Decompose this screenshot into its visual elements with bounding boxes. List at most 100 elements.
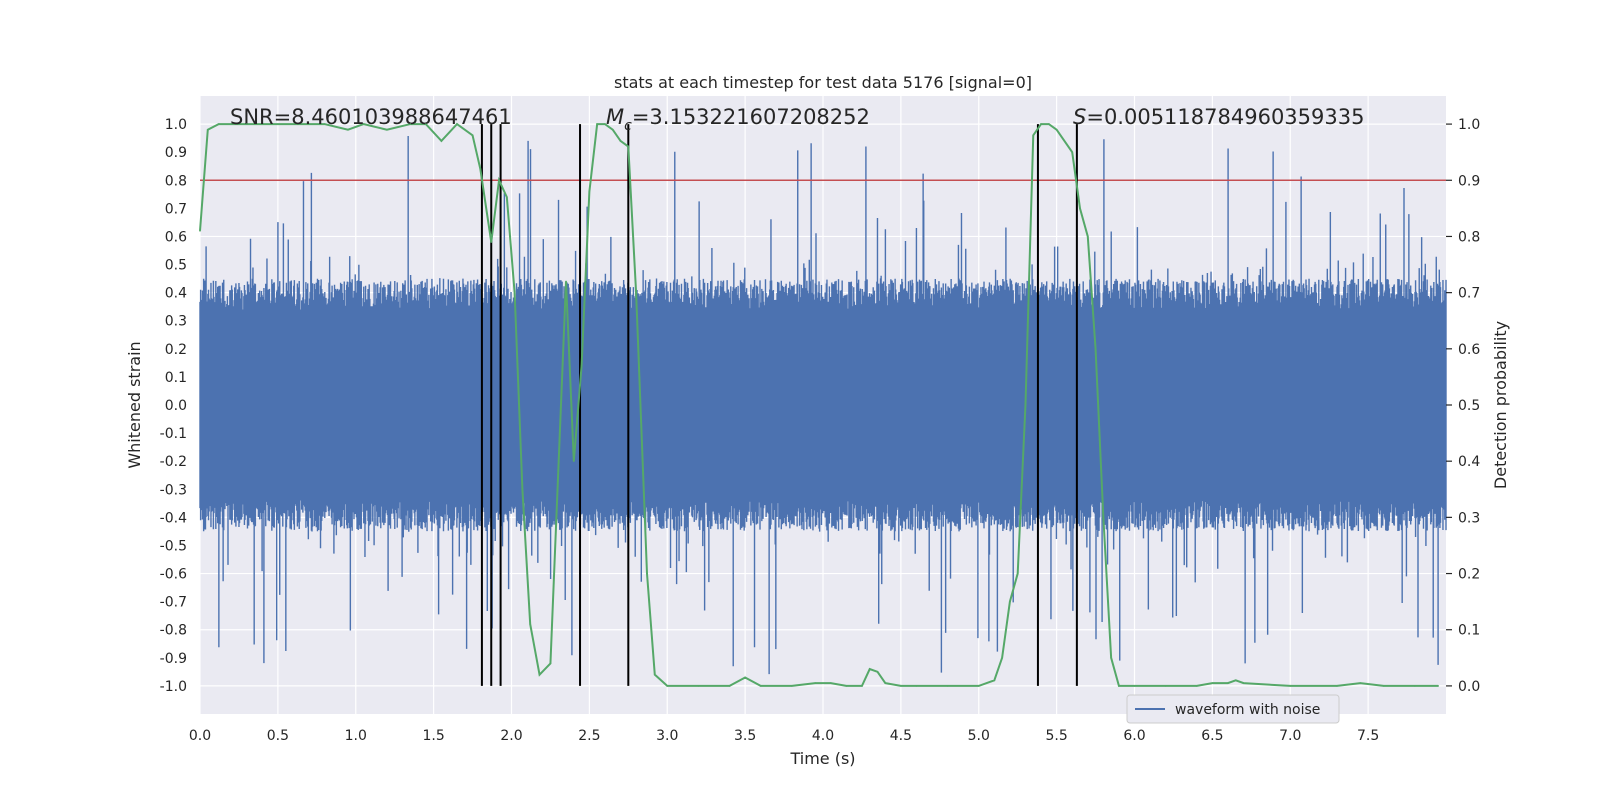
y-tick-label: 0.3 — [165, 314, 187, 330]
probability-point — [498, 179, 500, 182]
probability-point — [627, 145, 630, 148]
probability-point — [876, 671, 879, 673]
probability-point — [759, 685, 762, 687]
y-tick-label: 0.4 — [165, 286, 187, 302]
probability-point — [199, 230, 201, 232]
probability-point — [814, 682, 817, 684]
y-tick-label: 0.6 — [165, 229, 187, 245]
vertical-markers — [480, 124, 1078, 686]
probability-point — [456, 123, 458, 125]
right-tick-label: 0.6 — [1458, 342, 1480, 358]
probability-point — [646, 572, 648, 575]
probability-point — [791, 685, 793, 687]
probability-point — [1196, 685, 1198, 687]
probability-point — [1359, 682, 1362, 684]
probability-point — [1086, 235, 1089, 238]
x-tick-label: 4.0 — [812, 728, 834, 744]
probability-point — [653, 673, 656, 676]
right-tick-label: 0.8 — [1458, 229, 1480, 245]
probability-point — [1079, 207, 1081, 210]
y-tick-label: 1.0 — [165, 117, 187, 133]
probability-point — [521, 488, 524, 491]
probability-point — [915, 685, 918, 687]
probability-point — [1242, 682, 1245, 684]
probability-point — [845, 685, 848, 687]
chirp-mass-annotation: Mc=3.153221607208252 — [606, 105, 870, 134]
probability-point — [1164, 685, 1167, 687]
probability-series-line — [199, 122, 1439, 687]
waveform-series — [199, 136, 1447, 675]
x-axis-ticks: 0.0 0.5 1.0 1.5 2.0 2.5 3.0 3.5 4.0 4.5 5.0 5.5 6.0 6… — [189, 728, 1379, 744]
probability-point — [245, 123, 248, 125]
right-tick-label: 0.2 — [1458, 567, 1480, 583]
probability-point — [1336, 685, 1338, 687]
legend: waveform with noise — [1126, 694, 1340, 724]
probability-point — [409, 123, 412, 125]
y-tick-label: 0.8 — [165, 173, 187, 189]
probability-point — [529, 623, 531, 625]
probability-point — [884, 682, 887, 684]
right-axis-ticks: 0.0 0.1 0.2 0.3 0.4 0.5 0.6 0.7 0.8 0.9 1.0 — [1446, 117, 1480, 695]
y-tick-label: 0.0 — [165, 398, 187, 414]
probability-point — [1289, 685, 1292, 687]
x-tick-label: 1.0 — [345, 728, 367, 744]
x-tick-label: 3.0 — [656, 728, 678, 744]
x-tick-label: 6.0 — [1123, 728, 1145, 744]
right-tick-label: 0.4 — [1458, 454, 1480, 470]
probability-point — [1048, 123, 1050, 125]
right-tick-label: 0.3 — [1458, 510, 1480, 526]
x-tick-label: 1.5 — [422, 728, 444, 744]
probability-point — [1032, 134, 1035, 137]
chirp-mass-value: =3.153221607208252 — [632, 105, 870, 129]
chirp-mass-subscript: c — [624, 118, 632, 134]
x-tick-label: 0.5 — [267, 728, 289, 744]
probability-point — [479, 168, 482, 170]
probability-point — [1024, 404, 1027, 406]
snr-annotation: SNR=8.460103988647461 — [230, 105, 512, 129]
x-tick-label: 7.0 — [1279, 728, 1301, 744]
probability-point — [829, 682, 832, 684]
probability-point — [573, 460, 575, 462]
s-annotation: S=0.005118784960359335 — [1073, 105, 1364, 129]
probability-point — [1055, 128, 1058, 131]
y-tick-label: -0.1 — [160, 426, 187, 442]
probability-point — [993, 679, 996, 682]
x-tick-label: 2.5 — [578, 728, 600, 744]
probability-point — [977, 685, 980, 687]
probability-point — [588, 190, 591, 193]
probability-point — [425, 123, 427, 125]
probability-point — [538, 673, 541, 676]
probability-point — [900, 685, 902, 687]
probability-point — [1118, 685, 1120, 687]
probability-point — [1040, 123, 1042, 125]
probability-point — [1071, 151, 1073, 153]
probability-point — [1211, 682, 1214, 684]
waveform-line — [199, 136, 1447, 675]
probability-point — [217, 123, 220, 125]
y-tick-label: -0.6 — [160, 567, 187, 583]
probability-point — [604, 123, 606, 125]
y-tick-label: -0.2 — [160, 454, 187, 470]
probability-point — [1102, 516, 1105, 519]
y-axis-label: Whitened strain — [125, 341, 144, 468]
x-axis-label: Time (s) — [789, 749, 855, 768]
right-tick-label: 0.9 — [1458, 173, 1480, 189]
x-tick-label: 2.0 — [500, 728, 522, 744]
probability-point — [1110, 657, 1112, 659]
probability-point — [611, 128, 614, 131]
probability-point — [596, 123, 598, 125]
x-tick-label: 5.0 — [968, 728, 990, 744]
y-tick-label: -0.3 — [160, 482, 187, 498]
probability-point — [728, 685, 731, 687]
legend-waveform-label: waveform with noise — [1175, 702, 1320, 718]
probability-point — [946, 685, 949, 687]
y-tick-label: -0.7 — [160, 595, 187, 611]
probability-point — [1382, 685, 1385, 687]
y-tick-label: -0.5 — [160, 538, 187, 554]
x-tick-label: 5.5 — [1045, 728, 1067, 744]
probability-point — [1001, 657, 1003, 659]
y-tick-label: -0.8 — [160, 623, 187, 639]
x-tick-label: 7.5 — [1357, 728, 1379, 744]
probability-point — [580, 364, 583, 367]
